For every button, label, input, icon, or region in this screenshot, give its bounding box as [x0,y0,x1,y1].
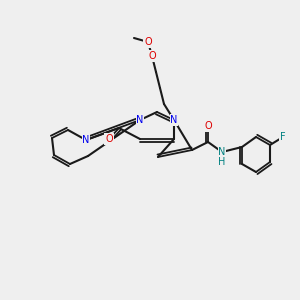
Text: N: N [136,115,144,125]
Text: N: N [170,115,178,125]
Text: N: N [82,135,90,145]
Text: O: O [144,37,152,47]
Text: O: O [105,134,113,144]
Text: N: N [218,147,226,157]
Text: O: O [148,51,156,61]
Text: F: F [280,132,286,142]
Text: O: O [204,121,212,131]
Text: H: H [218,157,226,167]
